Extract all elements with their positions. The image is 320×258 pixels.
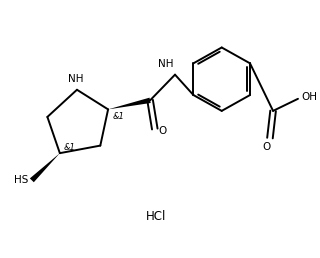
Polygon shape [108, 98, 151, 109]
Polygon shape [30, 153, 60, 182]
Text: OH: OH [301, 92, 317, 102]
Text: NH: NH [158, 59, 173, 69]
Text: O: O [158, 125, 167, 135]
Text: O: O [262, 142, 270, 152]
Text: &1: &1 [112, 112, 124, 122]
Text: HS: HS [14, 175, 28, 185]
Text: &1: &1 [64, 143, 76, 152]
Text: NH: NH [68, 74, 83, 84]
Text: HCl: HCl [146, 210, 166, 223]
